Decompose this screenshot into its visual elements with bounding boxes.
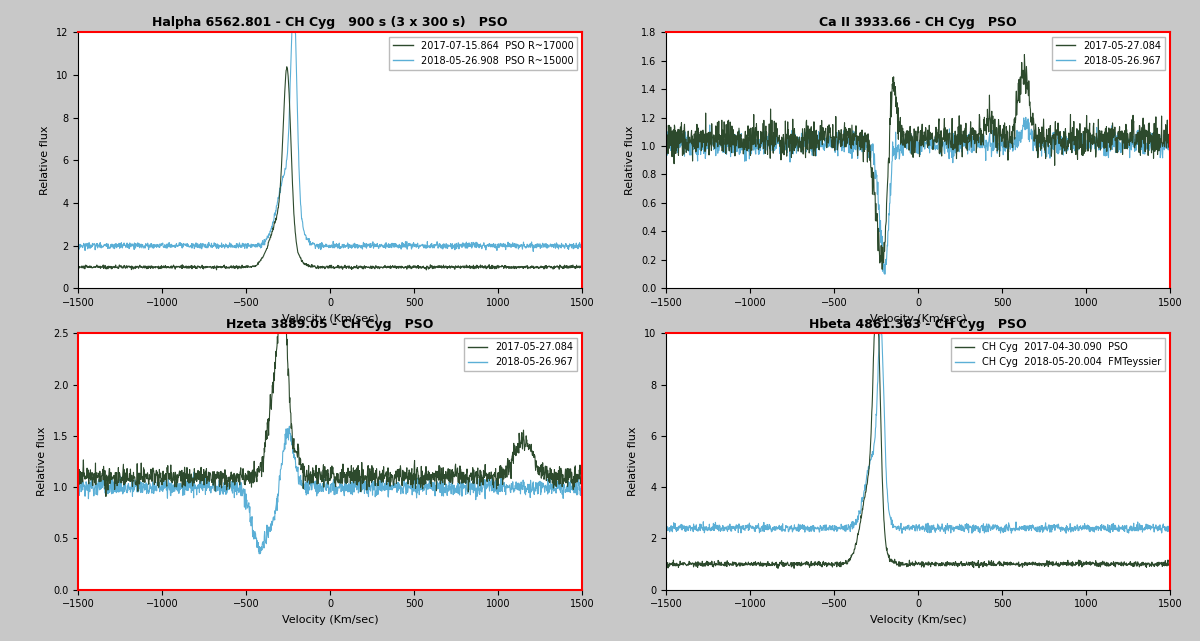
X-axis label: Velocity (Km/sec): Velocity (Km/sec)	[282, 615, 378, 625]
X-axis label: Velocity (Km/sec): Velocity (Km/sec)	[870, 313, 966, 324]
Y-axis label: Relative flux: Relative flux	[41, 126, 50, 195]
Title: Ca II 3933.66 - CH Cyg   PSO: Ca II 3933.66 - CH Cyg PSO	[820, 17, 1016, 29]
Legend: CH Cyg  2017-04-30.090  PSO, CH Cyg  2018-05-20.004  FMTeyssier: CH Cyg 2017-04-30.090 PSO, CH Cyg 2018-0…	[950, 338, 1165, 371]
X-axis label: Velocity (Km/sec): Velocity (Km/sec)	[282, 313, 378, 324]
X-axis label: Velocity (Km/sec): Velocity (Km/sec)	[870, 615, 966, 625]
Title: Halpha 6562.801 - CH Cyg   900 s (3 x 300 s)   PSO: Halpha 6562.801 - CH Cyg 900 s (3 x 300 …	[152, 17, 508, 29]
Legend: 2017-05-27.084, 2018-05-26.967: 2017-05-27.084, 2018-05-26.967	[1052, 37, 1165, 70]
Title: Hzeta 3889.05 - CH Cyg   PSO: Hzeta 3889.05 - CH Cyg PSO	[227, 318, 433, 331]
Y-axis label: Relative flux: Relative flux	[37, 427, 47, 496]
Y-axis label: Relative flux: Relative flux	[629, 427, 638, 496]
Y-axis label: Relative flux: Relative flux	[625, 126, 635, 195]
Legend: 2017-05-27.084, 2018-05-26.967: 2017-05-27.084, 2018-05-26.967	[464, 338, 577, 371]
Title: Hbeta 4861.363 - CH Cyg   PSO: Hbeta 4861.363 - CH Cyg PSO	[809, 318, 1027, 331]
Legend: 2017-07-15.864  PSO R~17000, 2018-05-26.908  PSO R~15000: 2017-07-15.864 PSO R~17000, 2018-05-26.9…	[389, 37, 577, 70]
